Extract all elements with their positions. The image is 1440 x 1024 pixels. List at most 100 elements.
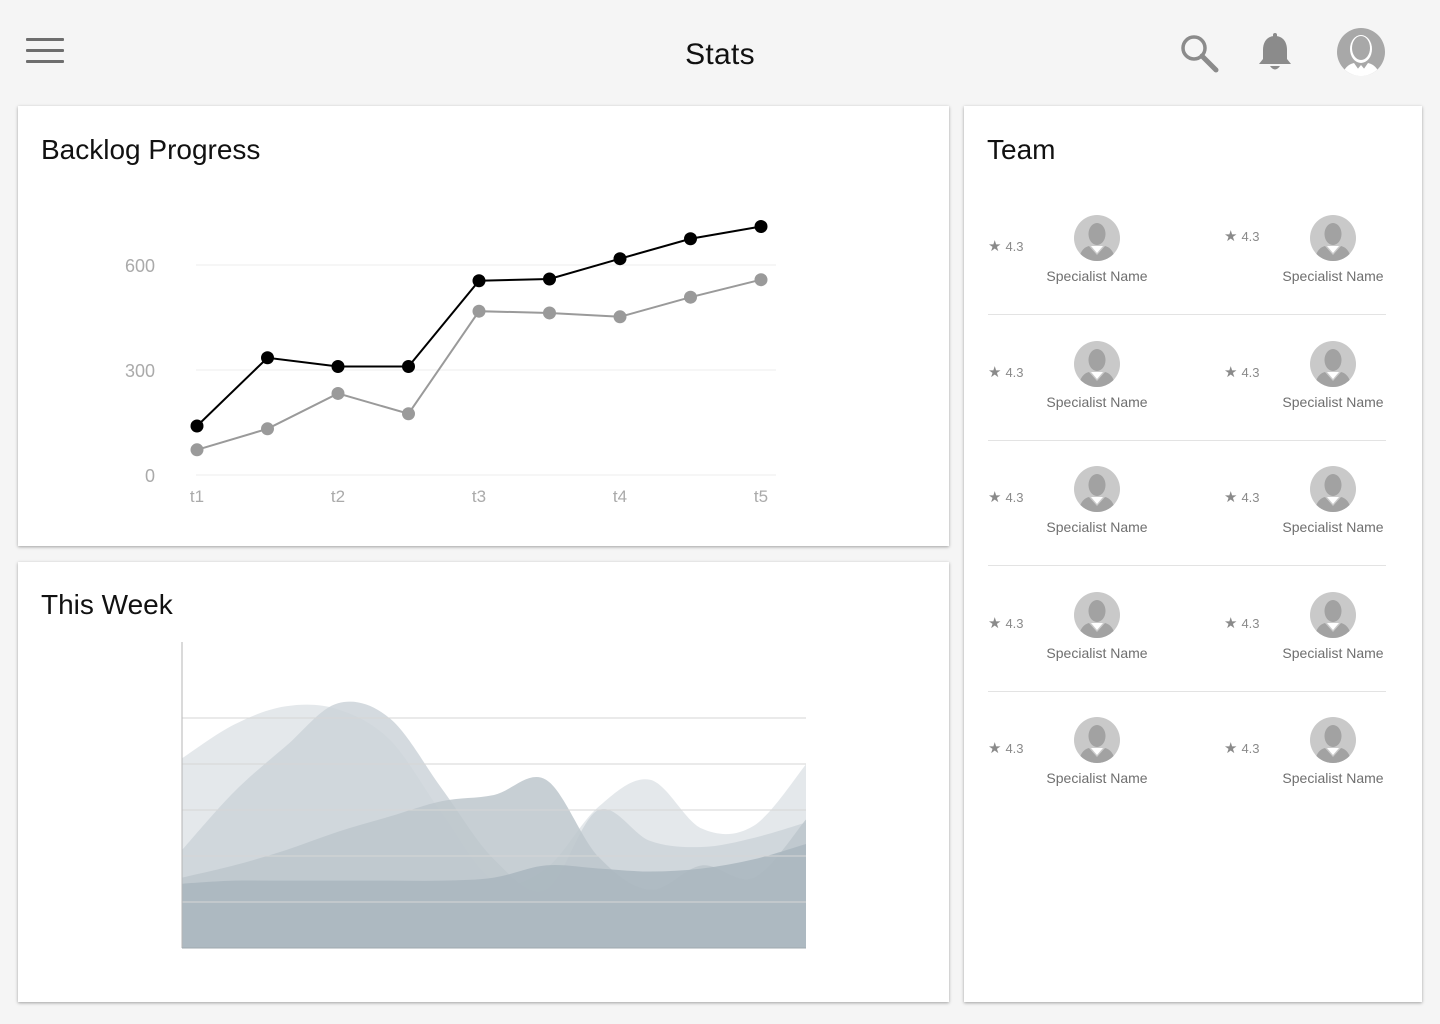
member-avatar-icon [1074, 340, 1120, 387]
star-icon: ★ [1224, 228, 1238, 245]
week-card-title: This Week [41, 589, 173, 620]
menu-icon[interactable] [26, 38, 64, 66]
team-row: ★ 4.3 Specialist Name ★ 4.3 Specialist Name [988, 315, 1386, 441]
backlog-series-2-point [613, 310, 627, 324]
star-icon: ★ [1224, 363, 1238, 381]
top-app-bar: Stats [0, 0, 1440, 100]
member-avatar-icon [1074, 466, 1120, 512]
team-row: ★ 4.3 Specialist Name ★ 4.3 Specialist Name [988, 566, 1386, 692]
member-rating: ★ 4.3 [1224, 490, 1260, 505]
member-rating-value: 4.3 [1005, 741, 1024, 756]
member-name: Specialist Name [1282, 770, 1384, 786]
backlog-series-2-point [543, 306, 556, 320]
backlog-x-tick-label: t3 [472, 487, 486, 506]
star-icon: ★ [1224, 489, 1238, 506]
member-name: Specialist Name [1046, 268, 1148, 284]
team-member[interactable]: ★ 4.3 Specialist Name [988, 691, 1188, 816]
team-member[interactable]: ★ 4.3 Specialist Name [988, 440, 1188, 565]
team-member[interactable]: ★ 4.3 Specialist Name [988, 189, 1188, 314]
star-icon: ★ [988, 238, 1002, 255]
member-avatar-icon [1310, 215, 1356, 261]
member-name: Specialist Name [1046, 770, 1148, 786]
backlog-series-2-point [190, 443, 204, 457]
backlog-x-tick-label: t4 [613, 487, 627, 506]
backlog-series-1-point [754, 220, 768, 233]
this-week-area-chart [181, 642, 806, 949]
backlog-y-tick-label: 600 [125, 256, 155, 276]
member-name: Specialist Name [1046, 519, 1148, 535]
team-member[interactable]: ★ 4.3 Specialist Name [988, 566, 1188, 691]
member-avatar-icon [1310, 591, 1356, 638]
member-name: Specialist Name [1046, 393, 1148, 410]
team-member[interactable]: ★ 4.3 Specialist Name [1224, 440, 1424, 565]
backlog-series-2-point [331, 386, 345, 400]
member-avatar-icon [1310, 717, 1356, 763]
star-icon: ★ [988, 363, 1002, 381]
member-rating-value: 4.3 [1241, 490, 1260, 505]
team-member[interactable]: ★ 4.3 Specialist Name [1224, 691, 1424, 816]
member-rating: ★ 4.3 [988, 616, 1024, 631]
member-rating: ★ 4.3 [988, 490, 1024, 505]
member-rating: ★ 4.3 [1224, 229, 1260, 244]
member-rating-value: 4.3 [1241, 615, 1260, 631]
member-rating: ★ 4.3 [988, 239, 1024, 254]
bell-icon[interactable] [1256, 32, 1294, 74]
member-name: Specialist Name [1046, 644, 1148, 661]
backlog-y-tick-label: 0 [145, 466, 155, 486]
week-area-series-4 [182, 843, 806, 948]
member-name: Specialist Name [1282, 519, 1384, 535]
team-member[interactable]: ★ 4.3 Specialist Name [988, 315, 1188, 440]
star-icon: ★ [988, 740, 1002, 757]
star-icon: ★ [988, 489, 1002, 506]
backlog-series-2-point [402, 407, 415, 421]
member-rating-value: 4.3 [1241, 364, 1260, 380]
backlog-series-1-point [190, 419, 204, 433]
member-rating: ★ 4.3 [1224, 365, 1260, 380]
member-avatar-icon [1074, 591, 1120, 638]
member-rating-value: 4.3 [1005, 615, 1024, 631]
backlog-series-1-point [261, 351, 274, 365]
member-rating: ★ 4.3 [1224, 741, 1260, 756]
backlog-series-2-point [754, 273, 768, 287]
star-icon: ★ [1224, 614, 1238, 632]
team-member[interactable]: ★ 4.3 Specialist Name [1224, 566, 1424, 691]
search-icon[interactable] [1178, 32, 1220, 74]
team-member[interactable]: ★ 4.3 Specialist Name [1224, 189, 1424, 314]
member-rating-value: 4.3 [1005, 239, 1024, 254]
member-rating-value: 4.3 [1005, 364, 1024, 380]
team-member[interactable]: ★ 4.3 Specialist Name [1224, 315, 1424, 440]
member-name: Specialist Name [1282, 393, 1384, 410]
member-rating-value: 4.3 [1005, 490, 1024, 505]
backlog-series-1-line [196, 225, 762, 427]
backlog-progress-card: Backlog Progress 0 300 600 t1 t2 t3 t4 t5 [18, 106, 949, 546]
member-avatar-icon [1310, 340, 1356, 387]
member-rating-value: 4.3 [1241, 741, 1260, 756]
member-avatar-icon [1310, 466, 1356, 512]
member-name: Specialist Name [1282, 644, 1384, 661]
member-avatar-icon [1074, 215, 1120, 261]
backlog-series-1-point [402, 360, 415, 373]
backlog-series-1-point [543, 272, 556, 286]
member-rating: ★ 4.3 [988, 741, 1024, 756]
backlog-series-1-point [331, 360, 345, 373]
backlog-series-1-point [684, 232, 697, 246]
member-rating: ★ 4.3 [1224, 616, 1260, 631]
backlog-series-2-point [684, 290, 697, 304]
member-avatar-icon [1074, 717, 1120, 763]
backlog-x-tick-label: t5 [754, 487, 768, 506]
star-icon: ★ [1224, 740, 1238, 757]
backlog-y-tick-label: 300 [125, 361, 155, 381]
team-card: Team ★ 4.3 Specialist Name ★ 4.3 Specialist N… [964, 106, 1422, 1002]
star-icon: ★ [988, 614, 1002, 632]
avatar-icon[interactable] [1336, 27, 1386, 77]
backlog-x-tick-label: t1 [190, 487, 204, 506]
member-rating: ★ 4.3 [988, 365, 1024, 380]
team-row: ★ 4.3 Specialist Name ★ 4.3 Specialist Name [988, 440, 1386, 566]
team-row: ★ 4.3 Specialist Name ★ 4.3 Specialist Name [988, 691, 1386, 816]
backlog-series-1-point [472, 274, 486, 288]
this-week-card: This Week [18, 562, 949, 1002]
member-name: Specialist Name [1282, 268, 1384, 284]
backlog-series-2-point [472, 304, 486, 318]
page-title: Stats [685, 38, 755, 71]
backlog-series-1-point [613, 252, 627, 266]
